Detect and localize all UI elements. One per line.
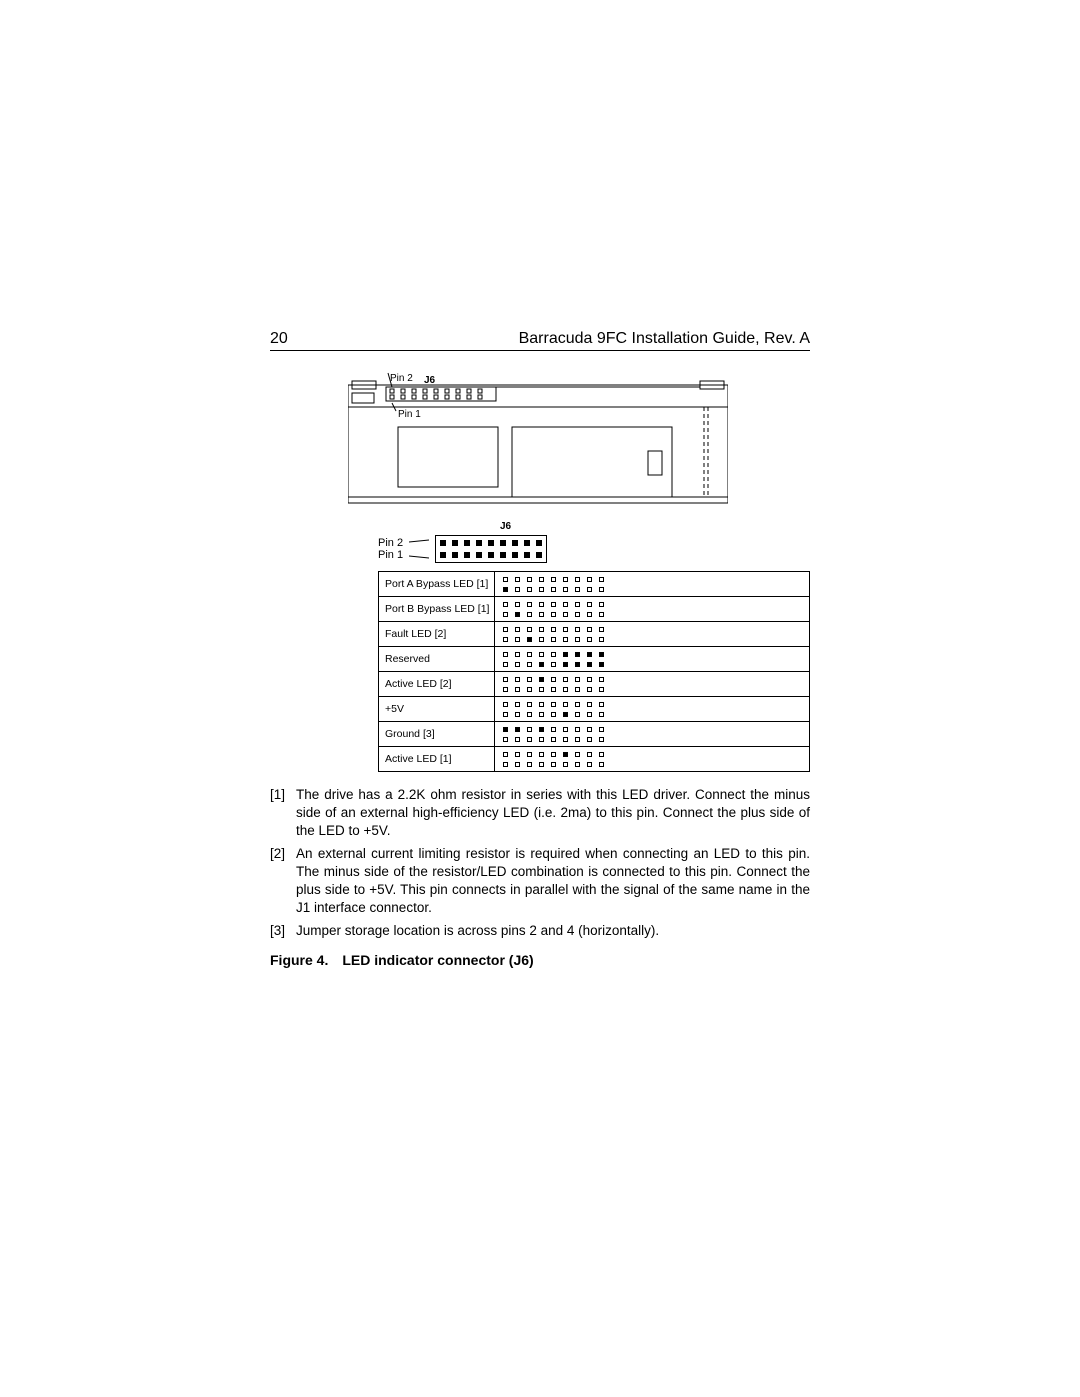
pin-cell [437,549,449,561]
pin-cell [437,537,449,549]
signal-label: Fault LED [2] [379,621,494,646]
j6-pin2-label: Pin 2 [378,537,403,549]
signal-label: Ground [3] [379,721,494,746]
page-header: 20 Barracuda 9FC Installation Guide, Rev… [270,330,810,351]
top-pin1-label: Pin 1 [398,409,421,420]
signal-label: Reserved [379,646,494,671]
figure-caption: Figure 4. LED indicator connector (J6) [270,952,810,968]
signal-label: Active LED [1] [379,746,494,771]
pin-cell [461,537,473,549]
footnote-num: [2] [270,845,296,918]
j6-pin-matrix [435,535,547,563]
footnote-text: An external current limiting resistor is… [296,845,810,918]
signal-pin-pattern [494,646,809,671]
top-pin2-label: Pin 2 [390,373,413,384]
pin-cell [533,549,545,561]
signal-label: Port A Bypass LED [1] [379,572,494,596]
pin-cell [449,537,461,549]
pin-cell [509,537,521,549]
pin-cell [449,549,461,561]
footnote: [3]Jumper storage location is across pin… [270,922,810,940]
pin-cell [497,537,509,549]
signal-label: Active LED [2] [379,671,494,696]
doc-title: Barracuda 9FC Installation Guide, Rev. A [519,330,810,348]
pin-cell [521,537,533,549]
pin-cell [521,549,533,561]
j6-leader-lines [409,536,429,562]
signal-pin-pattern [494,721,809,746]
j6-detail-label: J6 [500,521,511,532]
pin-cell [473,537,485,549]
footnote: [1]The drive has a 2.2K ohm resistor in … [270,786,810,841]
pin-cell [485,549,497,561]
j6-pin1-label: Pin 1 [378,549,403,561]
signal-label: Port B Bypass LED [1] [379,596,494,621]
signal-pin-pattern [494,572,809,596]
signal-pin-pattern [494,671,809,696]
drive-rear-diagram: Pin 2 J6 Pin 1 [348,371,728,506]
pin-cell [509,549,521,561]
footnote-text: Jumper storage location is across pins 2… [296,922,810,940]
pin-cell [485,537,497,549]
footnote: [2]An external current limiting resistor… [270,845,810,918]
pin-cell [533,537,545,549]
signal-label: +5V [379,696,494,721]
footnote-text: The drive has a 2.2K ohm resistor in ser… [296,786,810,841]
j6-detail: Pin 2 Pin 1 J6 [378,535,810,563]
page-content: 20 Barracuda 9FC Installation Guide, Rev… [270,330,810,968]
signal-pin-pattern [494,746,809,771]
footnote-num: [1] [270,786,296,841]
top-j6-label: J6 [424,375,436,386]
pin-cell [497,549,509,561]
pin-cell [461,549,473,561]
page-number: 20 [270,330,288,348]
footnote-num: [3] [270,922,296,940]
pin-cell [473,549,485,561]
signal-pin-pattern [494,621,809,646]
signal-pin-pattern [494,596,809,621]
signal-pin-pattern [494,696,809,721]
signal-table: Port A Bypass LED [1]Port B Bypass LED [… [378,571,810,772]
footnotes: [1]The drive has a 2.2K ohm resistor in … [270,786,810,940]
